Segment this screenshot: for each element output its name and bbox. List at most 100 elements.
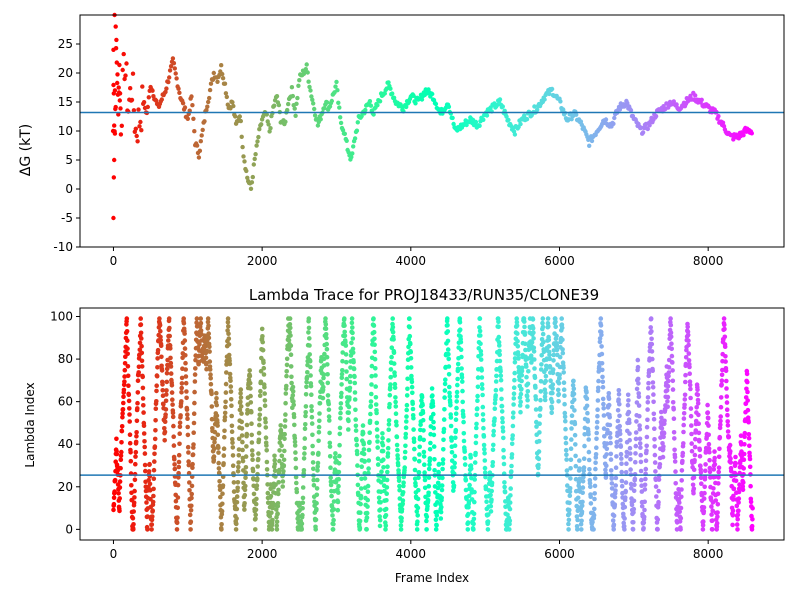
lambda-point — [303, 410, 309, 415]
lambda-point — [313, 527, 319, 532]
lambda-point — [235, 485, 240, 491]
lambda-point — [229, 403, 234, 409]
lambda-point — [439, 483, 445, 488]
lambda-point — [342, 333, 348, 339]
lambda-point — [571, 378, 576, 384]
dg-point — [231, 103, 236, 109]
lambda-point — [317, 418, 322, 424]
lambda-point — [516, 365, 521, 370]
lambda-point — [488, 509, 494, 514]
lambda-point — [510, 433, 515, 438]
lambda-point — [373, 395, 379, 400]
lambda-point — [511, 391, 517, 397]
lambda-point — [631, 510, 636, 515]
dg-point — [294, 101, 299, 107]
lambda-point — [562, 401, 567, 407]
lambda-point — [424, 514, 430, 520]
lambda-point — [174, 520, 180, 526]
lambda-point — [151, 486, 156, 492]
lambda-point — [327, 430, 332, 436]
lambda-point — [650, 380, 656, 385]
lambda-point — [479, 375, 485, 380]
lambda-point — [380, 435, 385, 441]
lambda-point — [366, 447, 372, 453]
lambda-point — [221, 446, 227, 452]
lambda-point — [214, 402, 219, 408]
lambda-point — [628, 457, 633, 462]
lambda-point — [135, 378, 141, 384]
dg-point — [244, 168, 249, 174]
lambda-point — [220, 483, 226, 488]
lambda-point — [350, 330, 355, 336]
dg-point — [310, 97, 315, 103]
lambda-point — [536, 462, 541, 468]
lambda-point — [430, 403, 436, 409]
lambda-point — [324, 341, 330, 347]
lambda-point — [346, 418, 351, 424]
dg-point — [306, 79, 311, 84]
dg-point — [464, 122, 469, 128]
lambda-point — [302, 445, 307, 451]
lambda-point — [193, 366, 198, 371]
lambda-point — [395, 453, 400, 458]
dg-point — [223, 91, 229, 96]
lambda-point — [636, 381, 641, 386]
dg-point — [112, 123, 117, 128]
dg-point — [167, 68, 173, 73]
lambda-point — [150, 508, 155, 513]
lambda-point — [634, 386, 640, 392]
lambda-point — [212, 436, 217, 442]
lambda-point — [256, 451, 261, 456]
lambda-point — [591, 512, 597, 518]
lambda-point — [652, 444, 657, 449]
lambda-point — [490, 463, 495, 469]
lambda-point — [385, 445, 391, 451]
lambda-point — [307, 358, 313, 364]
lambda-point — [579, 509, 585, 515]
lambda-point — [619, 461, 624, 467]
lambda-point — [335, 499, 341, 505]
dg-point — [192, 129, 197, 134]
lambda-point — [380, 431, 385, 436]
lambda-point — [601, 401, 606, 407]
lambda-point — [412, 467, 418, 473]
lambda-point — [111, 495, 117, 501]
lambda-point — [291, 414, 297, 420]
lambda-point — [164, 392, 169, 397]
lambda-point — [183, 353, 188, 358]
lambda-point — [234, 500, 240, 505]
lambda-point — [679, 487, 684, 492]
lambda-point — [543, 373, 549, 379]
lambda-point — [234, 521, 239, 527]
lambda-point — [267, 514, 273, 519]
lambda-point — [736, 496, 742, 501]
lambda-point — [631, 498, 637, 504]
lambda-point — [239, 419, 244, 425]
lambda-point — [651, 416, 657, 422]
lambda-point — [596, 378, 601, 384]
lambda-point — [279, 443, 284, 449]
lambda-point — [616, 397, 621, 402]
lambda-point — [445, 329, 451, 334]
lambda-point — [531, 345, 537, 351]
lambda-point — [425, 503, 430, 509]
lambda-point — [157, 322, 163, 328]
lambda-point — [254, 483, 260, 488]
lambda-point — [642, 487, 648, 492]
lambda-point — [599, 344, 604, 349]
lambda-point — [471, 521, 476, 527]
lambda-point — [507, 527, 512, 532]
lambda-y-tick-label: 60 — [58, 395, 73, 409]
lambda-point — [639, 477, 644, 483]
lambda-point — [631, 488, 637, 494]
lambda-point — [302, 426, 308, 432]
lambda-point — [154, 373, 160, 379]
lambda-point — [380, 448, 386, 454]
lambda-point — [166, 316, 172, 321]
lambda-point — [512, 360, 518, 365]
lambda-point — [367, 430, 373, 436]
lambda-point — [625, 392, 631, 398]
lambda-point — [683, 361, 689, 367]
lambda-point — [305, 370, 310, 375]
lambda-point — [533, 397, 539, 402]
